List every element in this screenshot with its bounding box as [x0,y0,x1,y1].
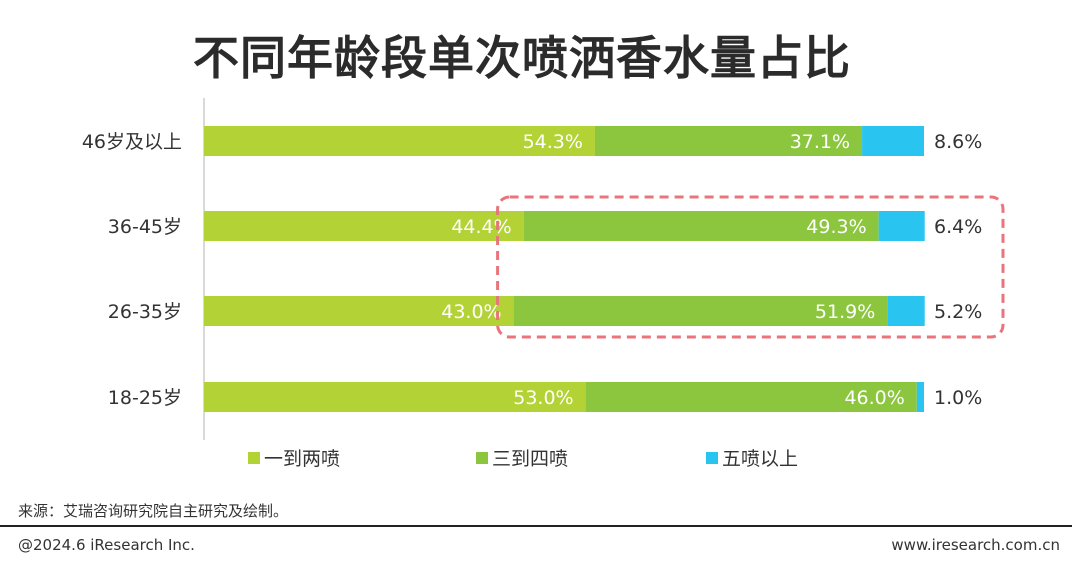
data-label: 46.0% [844,387,904,409]
bar-segment [204,296,514,326]
bar-segment [204,382,586,412]
data-label: 37.1% [790,131,850,153]
highlight-box [496,195,1005,339]
copyright-text: @2024.6 iResearch Inc. [18,536,195,554]
data-label: 51.9% [815,301,875,323]
data-label: 6.4% [934,216,982,238]
bar-segment [887,296,925,326]
bar-segment [523,211,879,241]
data-label: 44.4% [451,216,511,238]
bar-segment [594,126,863,156]
bar-segment [204,126,595,156]
bar-segment [585,382,917,412]
legend-swatch [706,452,718,464]
website-url: www.iresearch.com.cn [891,536,1060,554]
category-label: 18-25岁 [108,387,182,409]
category-label: 36-45岁 [108,216,182,238]
stacked-bar-chart: 46岁及以上 54.3% 37.1% 8.6% 36-45岁 44.4% 49.3% 6.4%… [82,98,1005,470]
footer-divider [0,525,1072,527]
legend-swatch [476,452,488,464]
data-label: 54.3% [523,131,583,153]
data-label: 49.3% [806,216,866,238]
data-label: 5.2% [934,301,982,323]
legend-swatch [248,452,260,464]
legend-label: 一到两喷 [264,448,340,470]
bar-segment [862,126,924,156]
legend-label: 五喷以上 [722,448,798,470]
bar-segment [916,382,924,412]
data-label: 1.0% [934,387,982,409]
category-label: 46岁及以上 [82,131,182,153]
data-label: 53.0% [513,387,573,409]
bar-segment [878,211,925,241]
data-label: 43.0% [441,301,501,323]
source-note: 来源：艾瑞咨询研究院自主研究及绘制。 [18,502,289,520]
bar-segment [204,211,524,241]
chart-title: 不同年龄段单次喷洒香水量占比 [193,31,851,85]
legend-label: 三到四喷 [492,448,568,470]
bar-segment [513,296,888,326]
category-label: 26-35岁 [108,301,182,323]
data-label: 8.6% [934,131,982,153]
